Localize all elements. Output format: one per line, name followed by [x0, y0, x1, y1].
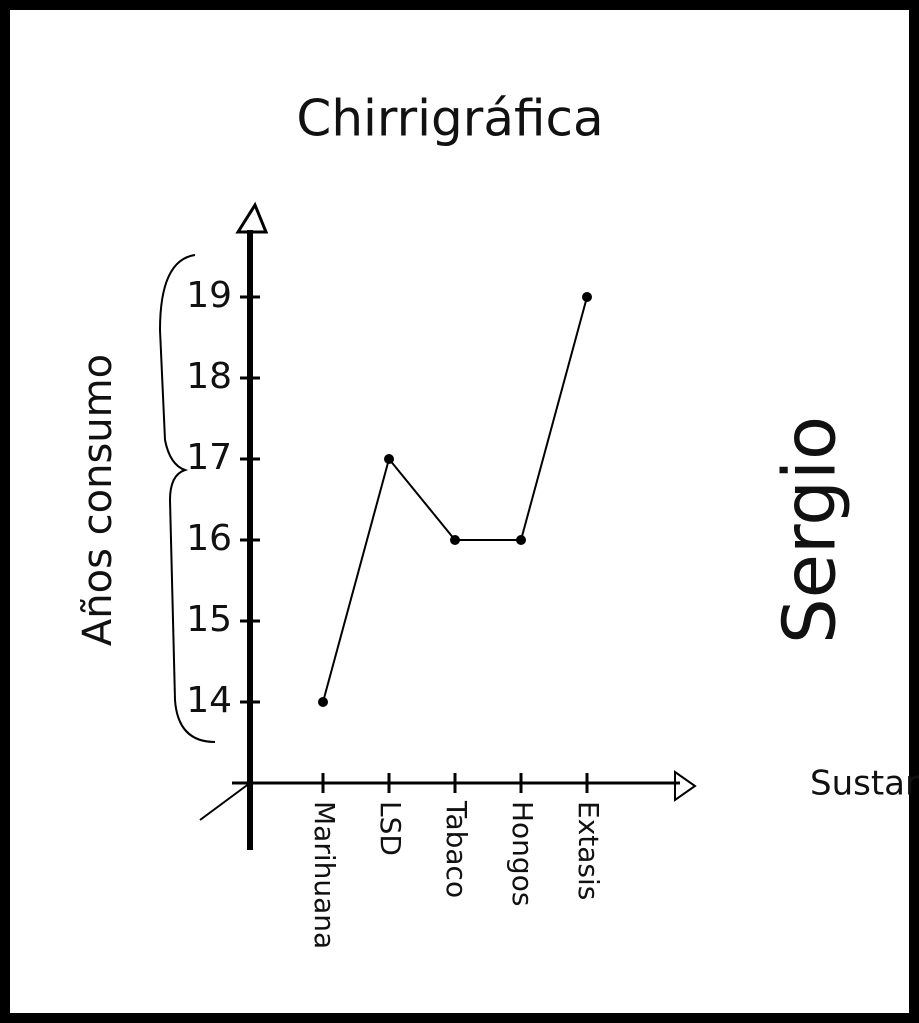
data-point — [384, 454, 394, 464]
y-tick-label: 19 — [186, 275, 232, 316]
data-point — [516, 535, 526, 545]
x-tick-label: Marihuana — [308, 801, 341, 949]
annotation: Sergio — [768, 416, 852, 644]
x-tick-label: Tabaco — [440, 800, 473, 898]
brace — [158, 254, 216, 743]
data-point — [450, 535, 460, 545]
data-point — [318, 697, 328, 707]
x-tick-label: LSD — [374, 801, 407, 856]
x-tick-label: Extasis — [572, 801, 605, 900]
y-axis-label: Años consumo — [75, 354, 121, 646]
y-tick-label: 16 — [186, 518, 232, 559]
y-tick-label: 17 — [186, 437, 232, 478]
chart-title: Chirrigráfica — [296, 90, 603, 148]
data-point — [582, 292, 592, 302]
origin-stroke — [199, 782, 251, 821]
y-tick-label: 18 — [186, 356, 232, 397]
y-tick-label: 14 — [186, 680, 232, 721]
y-tick-label: 15 — [186, 599, 232, 640]
x-tick-label: Hongos — [506, 801, 539, 906]
y-axis-arrow — [235, 201, 269, 234]
x-axis-arrow — [674, 770, 697, 802]
x-axis-label: Sustancia — [810, 764, 919, 804]
